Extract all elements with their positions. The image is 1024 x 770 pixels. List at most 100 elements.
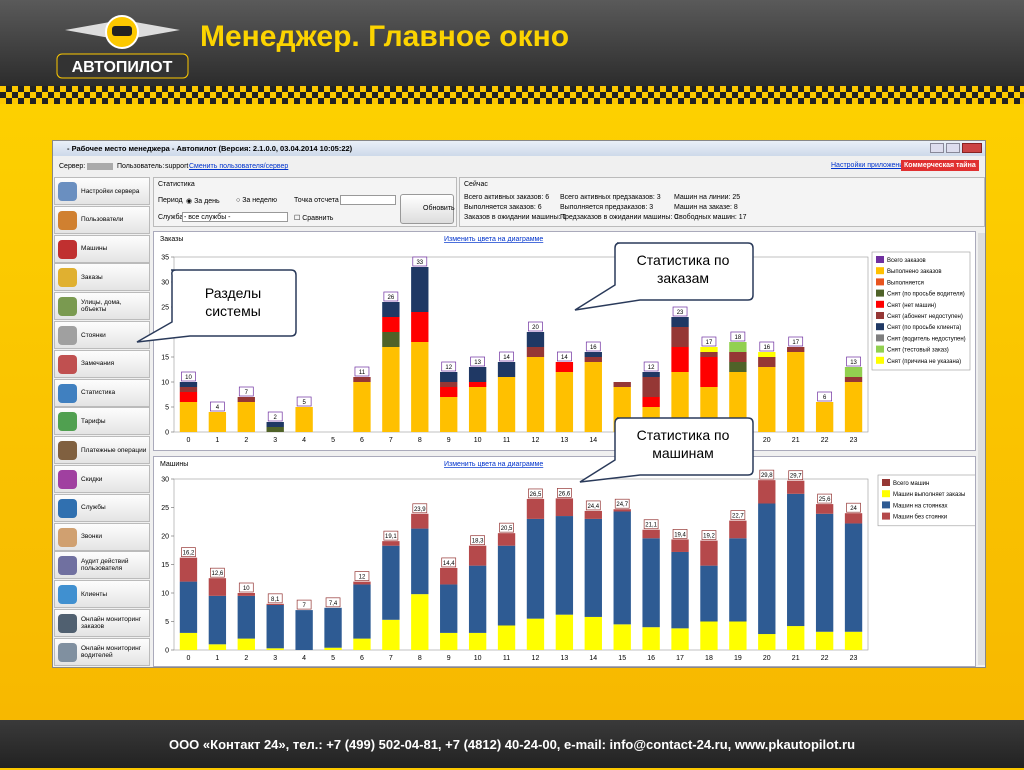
bar-segment (440, 632, 458, 650)
sidebar-item[interactable]: Улицы, дома, объекты (54, 292, 150, 321)
y-tick-label: 30 (161, 280, 169, 287)
x-tick-label: 4 (302, 655, 306, 662)
bar-segment (555, 362, 574, 372)
total-label: 24,4 (587, 504, 599, 510)
bar-segment (526, 518, 545, 619)
legend-swatch (876, 300, 884, 308)
total-label: 17 (706, 340, 713, 346)
x-tick-label: 0 (187, 655, 191, 662)
bar-segment (497, 362, 516, 377)
bar-segment (729, 372, 747, 432)
legend-label: Машин без стоянки (893, 515, 947, 521)
x-tick-label: 4 (302, 437, 306, 444)
sidebar-item[interactable]: Клиенты (54, 580, 150, 609)
sidebar-item[interactable]: Замечания (54, 349, 150, 378)
legend-label: Снят (абонент недоступен) (887, 314, 963, 320)
bar-segment (844, 367, 863, 377)
sidebar-item[interactable]: Пользователи (54, 205, 150, 234)
period-label: Период (158, 197, 183, 204)
bar-segment (758, 352, 776, 357)
now-panel: Сейчас Всего активных заказов: 6 Выполняе… (459, 177, 985, 227)
bar-segment (613, 511, 631, 625)
bar-segment (468, 545, 487, 566)
logo: АВТОПИЛОТ (56, 15, 189, 79)
bar-segment (266, 422, 284, 427)
sidebar-item[interactable]: Аудит действий пользователя (54, 551, 150, 580)
chart-link[interactable]: Изменить цвета на диаграмме (444, 236, 543, 243)
bar-segment (671, 551, 689, 629)
total-label-box (383, 291, 399, 302)
legend-label: Снят (по просьбе водителя) (887, 292, 965, 298)
bar-segment (729, 520, 747, 539)
total-label: 11 (359, 370, 366, 376)
total-label: 13 (850, 360, 857, 366)
bar-segment (440, 567, 458, 585)
user: support (165, 163, 189, 170)
bar-segment (411, 342, 429, 432)
bar-segment (179, 632, 198, 650)
legend-label: Всего машин (893, 481, 929, 487)
x-tick-label: 5 (331, 437, 335, 444)
bar-segment (671, 372, 689, 432)
bar-segment (584, 362, 602, 432)
bar-segment (758, 503, 776, 635)
legend-label: Снят (нет машин) (887, 303, 936, 309)
sidebar-item[interactable]: Онлайн мониторинг заказов (54, 609, 150, 637)
x-tick-label: 7 (389, 437, 393, 444)
total-label-box (383, 530, 399, 541)
sidebar-item[interactable]: Заказы (54, 263, 150, 292)
total-label: 33 (416, 260, 423, 266)
scrollbar[interactable] (978, 233, 985, 665)
bar-segment (700, 357, 718, 387)
sidebar-item[interactable]: Стоянки (54, 321, 150, 349)
service-select[interactable]: - все службы - (182, 212, 288, 222)
legend-swatch (882, 512, 890, 520)
sidebar-item[interactable]: Тарифы (54, 407, 150, 436)
total-label-box (267, 593, 283, 604)
x-tick-label: 9 (447, 437, 451, 444)
y-tick-label: 10 (161, 591, 169, 598)
bar-segment (671, 347, 689, 372)
bar-segment (787, 493, 805, 627)
sidebar-item[interactable]: Машины (54, 234, 150, 263)
app-settings[interactable]: Настройки приложения (831, 162, 907, 169)
radio-day[interactable]: ◉ За день (186, 198, 220, 205)
bar-segment (758, 367, 776, 432)
x-tick-label: 18 (705, 437, 713, 444)
bar-segment (266, 427, 284, 432)
x-tick-label: 13 (560, 655, 568, 662)
total-label-box (817, 391, 832, 402)
refresh-button[interactable]: Обновить (400, 194, 455, 224)
bar-segment (179, 557, 198, 582)
sidebar-item[interactable]: Скидки (54, 465, 150, 493)
change-user[interactable]: Сменить пользователя/сервер (189, 163, 289, 170)
x-tick-label: 15 (618, 655, 626, 662)
total-label: 19,1 (385, 534, 397, 540)
server-label: Сервер: (59, 163, 86, 170)
compare[interactable]: ☐ Сравнить (294, 215, 334, 222)
radio-week[interactable]: ○ За неделю (236, 197, 277, 204)
sidebar-item[interactable]: Звонки (54, 522, 150, 551)
bar-segment (526, 332, 545, 347)
sidebar-item[interactable]: Службы (54, 493, 150, 522)
stats-title: Статистика (158, 181, 195, 188)
legend-swatch (876, 356, 884, 364)
bar-segment (555, 614, 574, 650)
start-input[interactable] (340, 195, 396, 205)
sidebar-item[interactable]: Настройки сервера (54, 177, 150, 205)
sidebar-item[interactable]: Платежные операции (54, 436, 150, 465)
window-controls[interactable] (930, 143, 982, 153)
bar-segment (353, 377, 371, 382)
now-item: Свободных машин: 17 (674, 214, 747, 221)
stats-panel: Статистика Период ◉ За день ○ За неделю … (153, 177, 457, 227)
sidebar-item[interactable]: Статистика (54, 378, 150, 407)
cars-panel: Машины Изменить цвета на диаграмме 0 5 10 15 2… (153, 456, 977, 667)
sidebar-icon (58, 441, 77, 461)
sidebar-item[interactable]: Онлайн мониторинг водителей (54, 637, 150, 666)
bar-segment (815, 504, 834, 514)
x-tick-label: 21 (792, 655, 800, 662)
sidebar-icon (58, 585, 77, 605)
sidebar-icon (58, 614, 77, 633)
bar-segment (382, 317, 400, 332)
chart-link[interactable]: Изменить цвета на диаграмме (444, 461, 543, 468)
